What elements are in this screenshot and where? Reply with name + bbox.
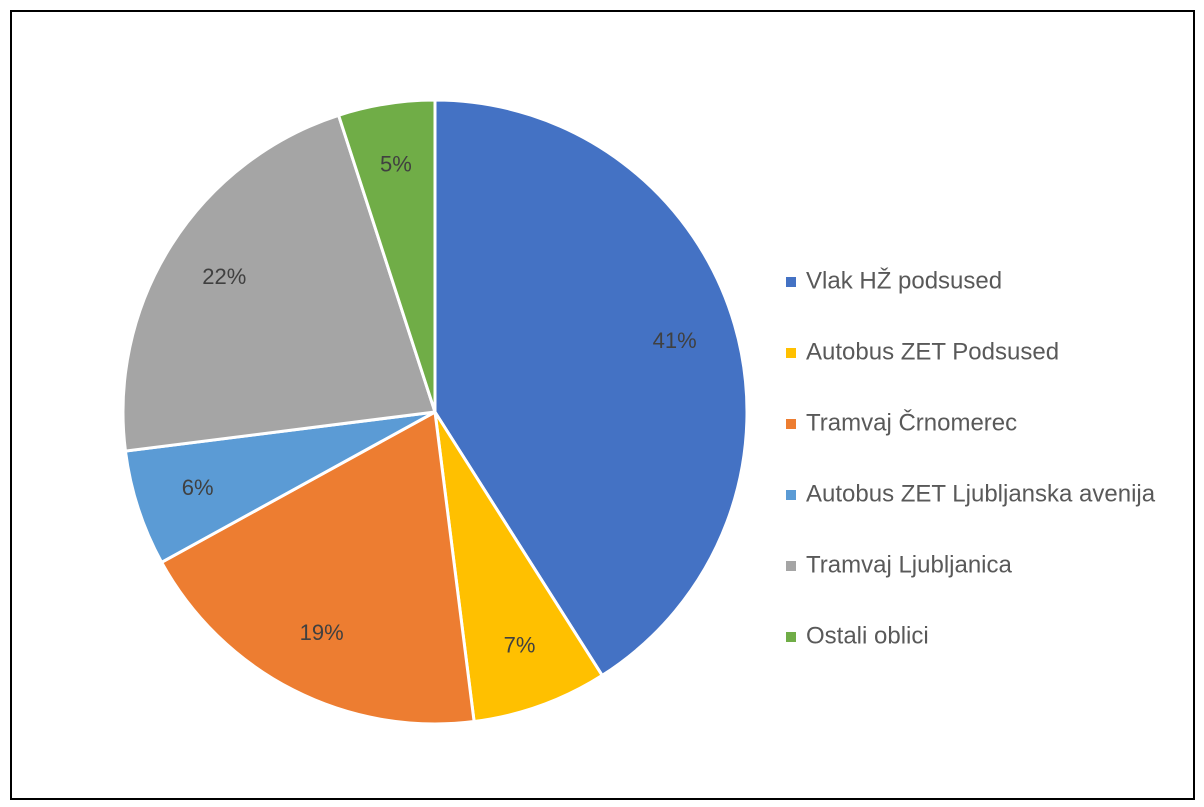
legend-label: Tramvaj Črnomerec <box>806 408 1017 436</box>
data-label: 41% <box>653 328 697 353</box>
pie-slice <box>433 98 749 678</box>
legend-label: Tramvaj Ljubljanica <box>806 551 1013 578</box>
data-label: 22% <box>202 264 246 289</box>
data-label: 7% <box>504 633 536 658</box>
legend-swatch <box>786 277 796 287</box>
data-label: 19% <box>300 620 344 645</box>
legend-swatch <box>786 490 796 500</box>
pie-slice <box>121 113 437 453</box>
legend-swatch <box>786 632 796 642</box>
pie-slice <box>336 98 437 413</box>
legend-label: Ostali oblici <box>806 622 929 649</box>
legend-swatch <box>786 419 796 429</box>
legend-label: Vlak HŽ podsused <box>806 267 1002 294</box>
legend-swatch <box>786 348 796 358</box>
legend-swatch <box>786 561 796 571</box>
data-label: 6% <box>182 475 214 500</box>
legend-label: Autobus ZET Podsused <box>806 338 1059 365</box>
legend-label: Autobus ZET Ljubljanska avenija <box>806 480 1156 507</box>
pie-slice <box>433 411 605 724</box>
pie-slice <box>159 409 476 726</box>
data-label: 5% <box>380 151 412 176</box>
